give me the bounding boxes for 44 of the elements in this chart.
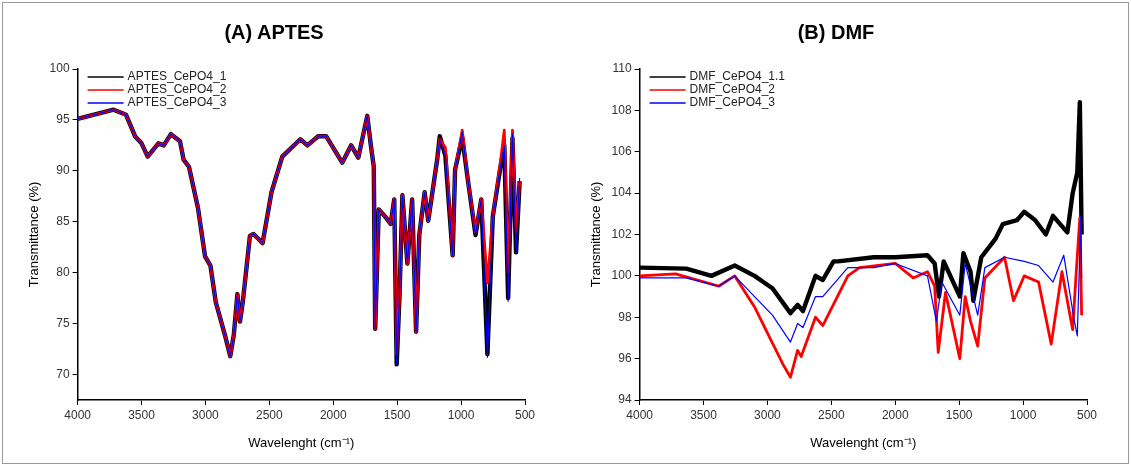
legend-label: APTES_CePO4_3 [127, 95, 227, 110]
y-tick-label: 85 [56, 214, 70, 229]
y-tick-label: 98 [618, 309, 632, 324]
x-tick-label: 1500 [383, 407, 411, 422]
y-tick-label: 106 [611, 144, 632, 159]
chart-title: (B) DMF [797, 20, 875, 43]
x-tick-label: 3500 [690, 407, 718, 422]
x-tick-label: 4000 [64, 407, 92, 422]
y-tick-label: 102 [611, 226, 632, 241]
y-tick-label: 100 [49, 61, 70, 76]
y-tick-label: 70 [56, 366, 70, 381]
y-tick-label: 90 [56, 163, 70, 178]
legend-label: DMF_CePO4_1.1 [689, 69, 786, 84]
y-tick-label: 95 [56, 112, 70, 127]
y-axis-title: Transmittance (%) [588, 181, 604, 288]
y-axis-title: Transmittance (%) [26, 181, 42, 288]
x-tick-label: 2500 [818, 407, 846, 422]
x-tick-label: 1500 [945, 407, 973, 422]
chart-title: (A) APTES [224, 20, 324, 43]
legend-label: DMF_CePO4_3 [689, 95, 776, 110]
x-tick-label: 2000 [319, 407, 347, 422]
y-tick-label: 100 [611, 268, 632, 283]
x-tick-label: 1000 [1009, 407, 1037, 422]
x-axis-title: Wavelenght (cm⁻¹) [248, 434, 355, 450]
x-tick-label: 4000 [626, 407, 654, 422]
x-tick-label: 500 [1076, 407, 1098, 422]
y-tick-label: 110 [612, 61, 632, 76]
x-tick-label: 2000 [881, 407, 909, 422]
x-tick-label: 1000 [447, 407, 475, 422]
y-tick-label: 75 [56, 315, 70, 330]
y-tick-label: 108 [611, 102, 632, 117]
x-tick-label: 3000 [192, 407, 220, 422]
x-axis-title: Wavelenght (cm⁻¹) [810, 434, 917, 450]
x-tick-label: 3500 [128, 407, 156, 422]
y-tick-label: 104 [611, 185, 632, 200]
y-tick-label: 80 [56, 265, 70, 279]
legend-label: APTES_CePO4_2 [127, 82, 227, 97]
legend-label: APTES_CePO4_1 [127, 69, 227, 84]
y-tick-label: 94 [618, 392, 632, 407]
legend-label: DMF_CePO4_2 [689, 82, 776, 97]
y-tick-label: 96 [618, 350, 632, 365]
x-tick-label: 2500 [256, 407, 284, 422]
x-tick-label: 3000 [754, 407, 782, 422]
x-tick-label: 500 [514, 407, 536, 422]
